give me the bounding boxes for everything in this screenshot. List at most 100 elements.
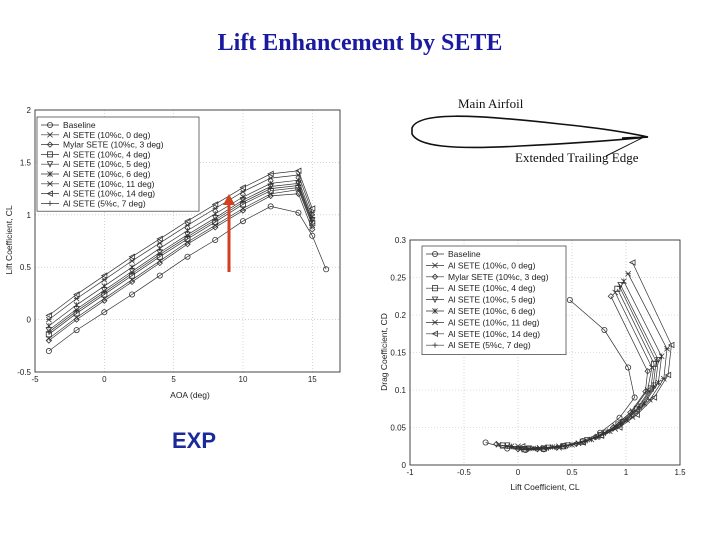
lift-data-point	[212, 217, 218, 223]
drag-x-tick-label: 1	[624, 468, 629, 477]
drag-data-point	[667, 341, 675, 349]
lift-legend-entry: Mylar SETE (10%c, 3 deg)	[63, 140, 164, 150]
exp-label: EXP	[172, 428, 217, 453]
lift-legend-marker	[47, 180, 53, 187]
lift-data-point	[73, 291, 80, 298]
drag-data-point	[493, 440, 500, 448]
trailing-edge-line	[621, 136, 649, 139]
lift-data-point	[212, 236, 219, 243]
lift-data-point	[73, 308, 80, 314]
lift-data-point	[73, 302, 80, 308]
lift-legend-marker	[46, 190, 53, 197]
drag-data-point	[625, 270, 632, 277]
lift-ylabel: Lift Coefficient, CL	[4, 205, 14, 275]
lift-legend-entry: Al SETE (5%c, 7 deg)	[63, 198, 146, 208]
drag-legend-swatch	[426, 319, 444, 326]
drag-legend-swatch	[426, 308, 444, 314]
airfoil-outline	[411, 115, 649, 149]
lift-legend-swatch	[41, 180, 59, 187]
lift-data-point	[239, 207, 247, 214]
drag-legend-swatch	[426, 342, 444, 348]
lift-legend-entry: Al SETE (10%c, 11 deg)	[63, 179, 155, 189]
drag-y-tick-label: 0.3	[395, 236, 407, 245]
lift-data-point	[45, 348, 52, 355]
drag-legend-marker	[432, 262, 438, 269]
drag-data-point	[607, 293, 615, 300]
drag-data-point	[616, 283, 623, 290]
drag-legend-entry: Al SETE (10%c, 11 deg)	[448, 317, 540, 327]
lift-data-point	[267, 203, 274, 210]
trailing-edge-pointer	[605, 137, 643, 157]
drag-data-point	[653, 358, 659, 365]
lift-data-point	[73, 316, 80, 323]
lift-data-point	[268, 186, 274, 192]
lift-data-point	[156, 245, 163, 252]
drag-data-point	[601, 326, 608, 333]
lift-data-point	[184, 234, 191, 240]
lift-data-point	[239, 218, 246, 225]
lift-legend-marker	[47, 171, 53, 177]
drag-data-point	[633, 411, 640, 418]
drag-data-point	[631, 394, 638, 401]
lift-legend-entry: Al SETE (10%c, 14 deg)	[63, 189, 155, 199]
drag-y-tick-label: 0	[402, 461, 407, 470]
lift-series-line	[48, 193, 313, 341]
lift-data-point	[267, 170, 274, 178]
lift-data-point	[212, 210, 219, 217]
lift-data-point	[45, 337, 53, 344]
drag-legend-swatch	[426, 250, 444, 257]
lift-legend-marker	[46, 161, 54, 168]
lift-data-point	[211, 201, 219, 208]
lift-data-point	[101, 289, 107, 295]
drag-data-point	[664, 345, 670, 352]
lift-data-point	[212, 224, 219, 231]
lift-series-2	[45, 190, 316, 344]
drag-legend-marker	[431, 273, 439, 280]
lift-legend-swatch	[41, 200, 59, 206]
drag-data-point	[566, 296, 573, 303]
drag-data-point	[644, 368, 651, 375]
lift-data-point	[184, 240, 191, 248]
lift-data-point	[184, 253, 191, 260]
lift-legend-marker	[47, 131, 53, 138]
drag-legend-box	[421, 245, 567, 355]
drag-data-point	[628, 259, 636, 266]
drag-data-point	[612, 289, 619, 296]
lift-legend-entry: Al SETE (10%c, 4 deg)	[63, 149, 151, 159]
drag-data-point	[543, 445, 549, 451]
lift-legend-swatch	[41, 190, 59, 197]
drag-legend-swatch	[426, 330, 444, 338]
drag-data-point	[569, 441, 575, 448]
drag-legend-marker	[432, 308, 438, 314]
drag-data-point	[582, 438, 588, 444]
drag-legend-swatch	[426, 296, 444, 304]
drag-data-point	[562, 442, 569, 449]
drag-data-point	[600, 430, 606, 437]
drag-series-8	[502, 283, 659, 452]
drag-legend-swatch	[426, 262, 444, 269]
drag-legend-marker	[432, 319, 438, 326]
lift-data-point	[309, 232, 316, 239]
lift-legend-marker	[47, 151, 54, 158]
drag-data-point	[642, 388, 649, 395]
lift-data-point	[295, 209, 302, 216]
lift-data-point	[128, 253, 136, 260]
drag-y-tick-label: 0.25	[390, 274, 406, 283]
drag-data-point	[650, 394, 658, 401]
lift-data-point	[129, 270, 135, 277]
lift-series-line	[48, 206, 327, 352]
lift-legend-swatch	[41, 161, 59, 168]
lift-data-point	[156, 272, 163, 279]
lift-data-point	[323, 266, 330, 273]
lift-data-point	[101, 297, 108, 304]
lift-data-point	[309, 218, 315, 224]
drag-y-tick-label: 0.2	[395, 311, 407, 320]
lift-y-tick-label: 2	[27, 106, 32, 115]
drag-data-point	[655, 356, 662, 364]
lift-data-point	[129, 264, 135, 271]
airfoil-sketch: Main Airfoil Extended Trailing Edge	[411, 96, 649, 165]
lift-series-line	[48, 170, 313, 316]
lift-data-point	[73, 327, 80, 334]
lift-data-point	[156, 235, 163, 243]
